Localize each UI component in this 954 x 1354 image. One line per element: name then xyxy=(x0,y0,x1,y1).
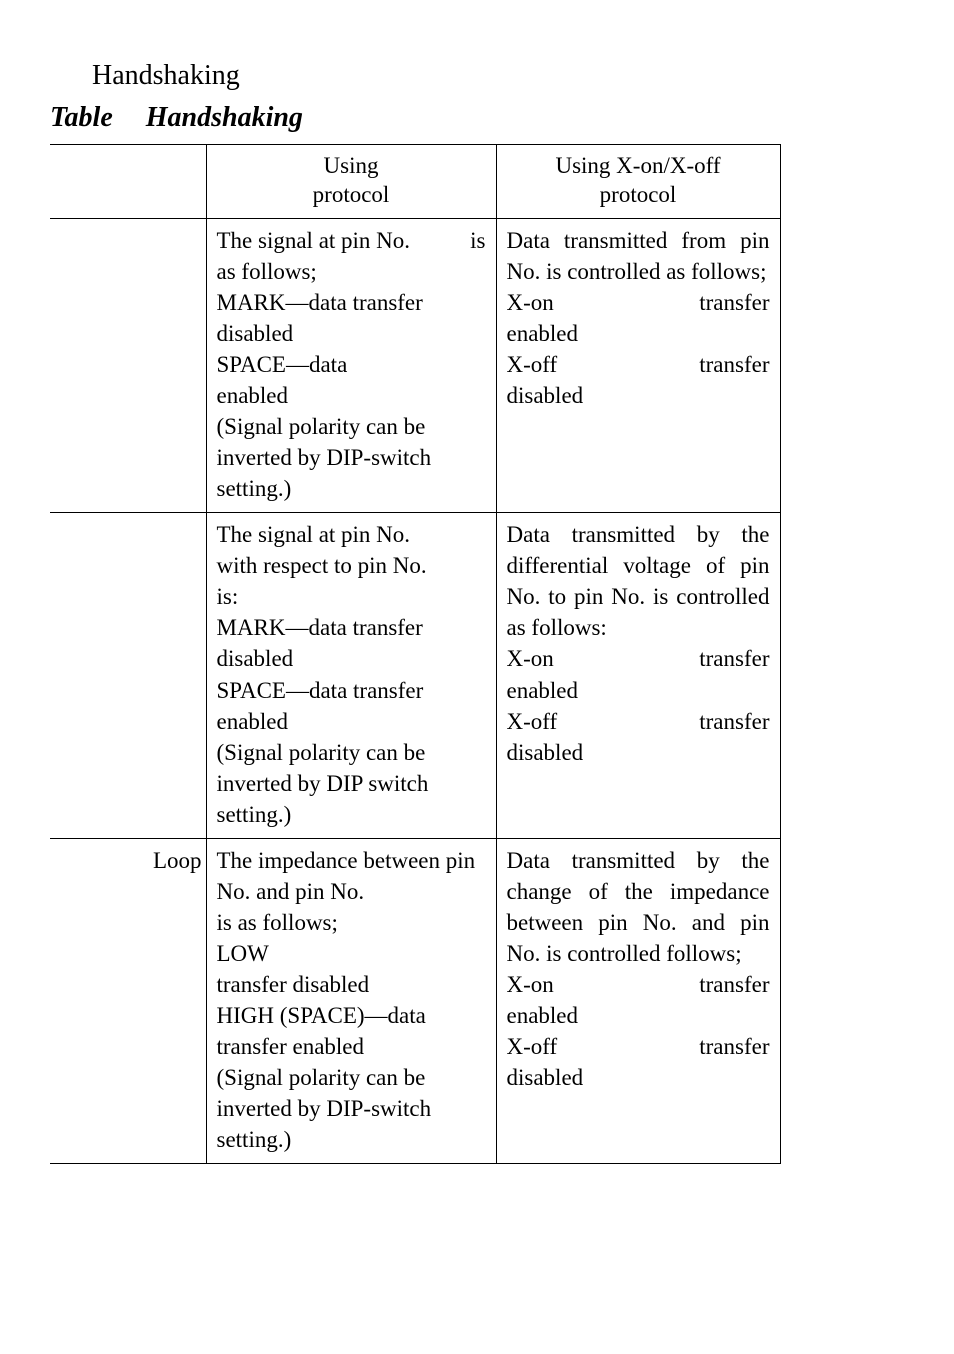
table-row: The signal at pin No. with respect to pi… xyxy=(50,513,780,838)
row0-col1: The signal at pin No. is as follows; MAR… xyxy=(206,218,496,512)
row1-xoff-after: disabled xyxy=(507,737,770,768)
caption-label: Table xyxy=(50,102,113,133)
row0-col2-xoff: X-off transfer xyxy=(507,349,770,380)
table-caption: Table Handshaking xyxy=(50,102,906,134)
row0-xon-after: enabled xyxy=(507,318,770,349)
row0-col1-rest: as follows; MARK—data transfer disabled … xyxy=(217,256,486,504)
table-body: The signal at pin No. is as follows; MAR… xyxy=(50,218,780,1163)
row1-xon-after: enabled xyxy=(507,675,770,706)
row-label xyxy=(50,513,206,838)
row1-col2: Data transmitted by the differential vol… xyxy=(496,513,780,838)
row2-xon-left: X-on xyxy=(507,969,554,1000)
row0-xoff-right: transfer xyxy=(699,349,769,380)
row-label: Loop xyxy=(50,838,206,1163)
row0-xoff-after: disabled xyxy=(507,380,770,411)
row2-xoff-after: disabled xyxy=(507,1062,770,1093)
row2-col1: The impedance between pin No. and pin No… xyxy=(206,838,496,1163)
table-header-row: Using protocol Using X-on/X-off protocol xyxy=(50,145,780,219)
row1-xon-left: X-on xyxy=(507,643,554,674)
row1-col2-xoff: X-off transfer xyxy=(507,706,770,737)
handshaking-table: Using protocol Using X-on/X-off protocol… xyxy=(50,144,781,1164)
row2-col2: Data transmitted by the change of the im… xyxy=(496,838,780,1163)
row2-xon-after: enabled xyxy=(507,1000,770,1031)
row2-col2-p1: Data transmitted by the change of the im… xyxy=(507,845,770,969)
table-header-blank xyxy=(50,145,206,219)
row1-col2-xon: X-on transfer xyxy=(507,643,770,674)
row0-col2-p1: Data transmitted from pin No. is control… xyxy=(507,225,770,287)
col1-header-text: Using protocol xyxy=(313,153,390,207)
row2-xon-right: transfer xyxy=(699,969,769,1000)
row-label xyxy=(50,218,206,512)
row1-col1: The signal at pin No. with respect to pi… xyxy=(206,513,496,838)
row2-xoff-left: X-off xyxy=(507,1031,558,1062)
caption-title: Handshaking xyxy=(146,102,303,133)
row0-xoff-left: X-off xyxy=(507,349,558,380)
row0-col2-xon: X-on transfer xyxy=(507,287,770,318)
row2-col1-rest: The impedance between pin No. and pin No… xyxy=(217,845,486,1155)
table-row: Loop The impedance between pin No. and p… xyxy=(50,838,780,1163)
section-title: Handshaking xyxy=(92,60,906,92)
row0-xon-left: X-on xyxy=(507,287,554,318)
table-head: Using protocol Using X-on/X-off protocol xyxy=(50,145,780,219)
row0-col2: Data transmitted from pin No. is control… xyxy=(496,218,780,512)
row0-col1-line1-left: The signal at pin No. xyxy=(217,225,411,256)
page: Handshaking Table Handshaking Using prot… xyxy=(0,0,954,1164)
col2-header-text: Using X-on/X-off protocol xyxy=(555,153,720,207)
table-row: The signal at pin No. is as follows; MAR… xyxy=(50,218,780,512)
row1-xon-right: transfer xyxy=(699,643,769,674)
row0-xon-right: transfer xyxy=(699,287,769,318)
row0-col1-line1-right: is xyxy=(470,225,485,256)
row1-xoff-left: X-off xyxy=(507,706,558,737)
table-header-col1: Using protocol xyxy=(206,145,496,219)
row1-xoff-right: transfer xyxy=(699,706,769,737)
row1-col2-p1: Data transmitted by the differential vol… xyxy=(507,519,770,643)
row2-xoff-right: transfer xyxy=(699,1031,769,1062)
row2-col2-xon: X-on transfer xyxy=(507,969,770,1000)
row1-col1-rest: The signal at pin No. with respect to pi… xyxy=(217,519,486,829)
row2-col2-xoff: X-off transfer xyxy=(507,1031,770,1062)
row0-col1-line1: The signal at pin No. is xyxy=(217,225,486,256)
table-header-col2: Using X-on/X-off protocol xyxy=(496,145,780,219)
